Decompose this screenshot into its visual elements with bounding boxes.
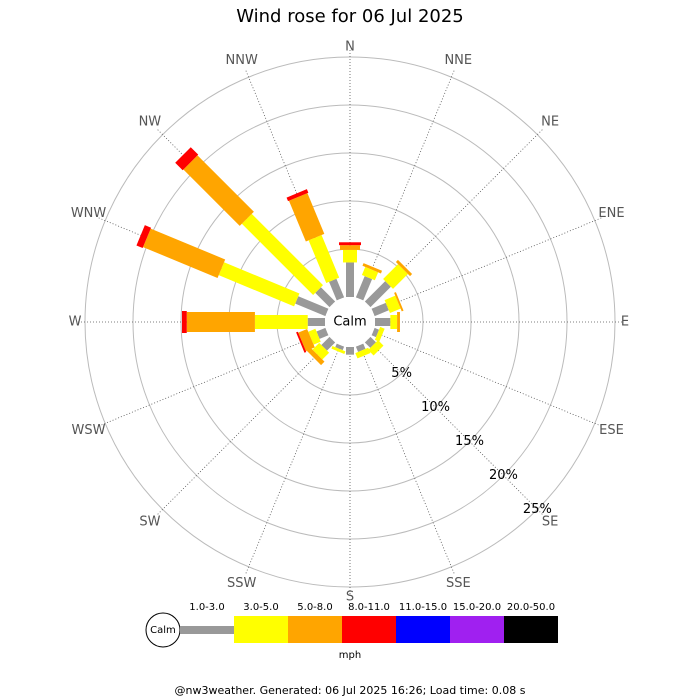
direction-label: SSE (446, 576, 471, 591)
spoke (245, 344, 341, 575)
direction-label: WSW (72, 423, 106, 438)
bar-segment (218, 262, 300, 307)
bar-segment (181, 311, 187, 333)
ring-label: 10% (421, 400, 450, 415)
direction-label: NNW (226, 53, 258, 68)
bar-segment (296, 331, 307, 353)
direction-label: NE (541, 114, 559, 129)
ring-label: 20% (489, 468, 518, 483)
direction-label: S (346, 590, 354, 605)
bar-segment (346, 347, 354, 355)
legend-swatch (504, 616, 558, 643)
bar-segment (397, 312, 400, 332)
spoke (372, 217, 603, 313)
direction-label: ESE (599, 423, 624, 438)
direction-label: NW (139, 114, 162, 129)
direction-label: ENE (598, 206, 624, 221)
bar-segment (361, 266, 379, 281)
bar-segment (315, 287, 336, 308)
bar-segment (355, 276, 373, 301)
spoke (367, 339, 544, 516)
legend-swatch (342, 616, 396, 643)
bar-segment (362, 263, 383, 274)
direction-label: N (345, 40, 355, 55)
calm-label: Calm (333, 315, 366, 330)
bar-segment (254, 315, 308, 329)
bar-segment (286, 189, 309, 202)
legend-label: 5.0-8.0 (297, 602, 332, 613)
bar-segment (339, 242, 361, 246)
direction-label: WNW (71, 206, 107, 221)
legend-label: 11.0-15.0 (399, 602, 447, 613)
bar-segment (335, 343, 345, 351)
legend-unit: mph (339, 650, 361, 661)
legend-swatch (450, 616, 504, 643)
bar-segment (321, 336, 336, 351)
legend-label: 1.0-3.0 (189, 602, 224, 613)
direction-label: E (621, 315, 629, 330)
bar-segment (316, 327, 329, 339)
legend-label: 15.0-20.0 (453, 602, 501, 613)
bar-segment (371, 302, 389, 317)
bar-segment (186, 312, 255, 332)
bar-segment (288, 193, 325, 242)
bar-segment (295, 296, 329, 317)
legend-swatch (396, 616, 450, 643)
bar-segment (390, 315, 398, 329)
bar-segment (308, 235, 340, 283)
calm-circle (325, 297, 375, 347)
legend-label: 20.0-50.0 (507, 602, 555, 613)
bar-segment (143, 228, 226, 278)
direction-label: SE (542, 515, 558, 530)
bar-segment (394, 292, 404, 312)
bar-segment (374, 318, 391, 326)
bar-segment (355, 343, 366, 352)
bar-segment (368, 340, 384, 356)
bar-segment (395, 259, 413, 277)
bar-segment (175, 147, 199, 171)
direction-label: SSW (227, 576, 257, 591)
bar-segment (340, 245, 360, 250)
bar-segment (364, 281, 391, 308)
legend-swatch (288, 616, 342, 643)
bar-segment (329, 278, 345, 301)
footer: @nw3weather. Generated: 06 Jul 2025 16:2… (175, 684, 526, 697)
bar-segment (307, 318, 326, 326)
bar-segment (312, 342, 330, 360)
chart-title: Wind rose for 06 Jul 2025 (236, 6, 464, 27)
ring-label: 5% (391, 366, 412, 381)
legend-label: 8.0-11.0 (348, 602, 390, 613)
ring-label: 15% (455, 434, 484, 449)
legend-calm-label: Calm (150, 625, 176, 636)
spoke (245, 69, 341, 300)
bar-segment (306, 347, 325, 366)
bar-segment (374, 326, 385, 342)
bar-segment (383, 264, 408, 289)
bar-segment (331, 345, 346, 354)
direction-label: W (69, 315, 82, 330)
bar-segment (343, 249, 357, 263)
bar-segment (308, 328, 321, 345)
bar-segment (241, 213, 324, 296)
bar-segment (371, 327, 380, 338)
ring-label: 25% (523, 502, 552, 517)
bar-segment (183, 155, 254, 226)
legend-swatch (234, 616, 288, 643)
bar-segment (364, 336, 376, 348)
direction-label: NNE (444, 53, 472, 68)
legend-label: 3.0-5.0 (243, 602, 278, 613)
bar-segment (136, 225, 152, 249)
bar-segment (346, 262, 354, 297)
direction-label: SW (139, 515, 160, 530)
bar-segment (355, 347, 371, 359)
bar-segment (384, 295, 401, 314)
legend-swatch (180, 626, 234, 634)
bar-segment (298, 328, 315, 352)
